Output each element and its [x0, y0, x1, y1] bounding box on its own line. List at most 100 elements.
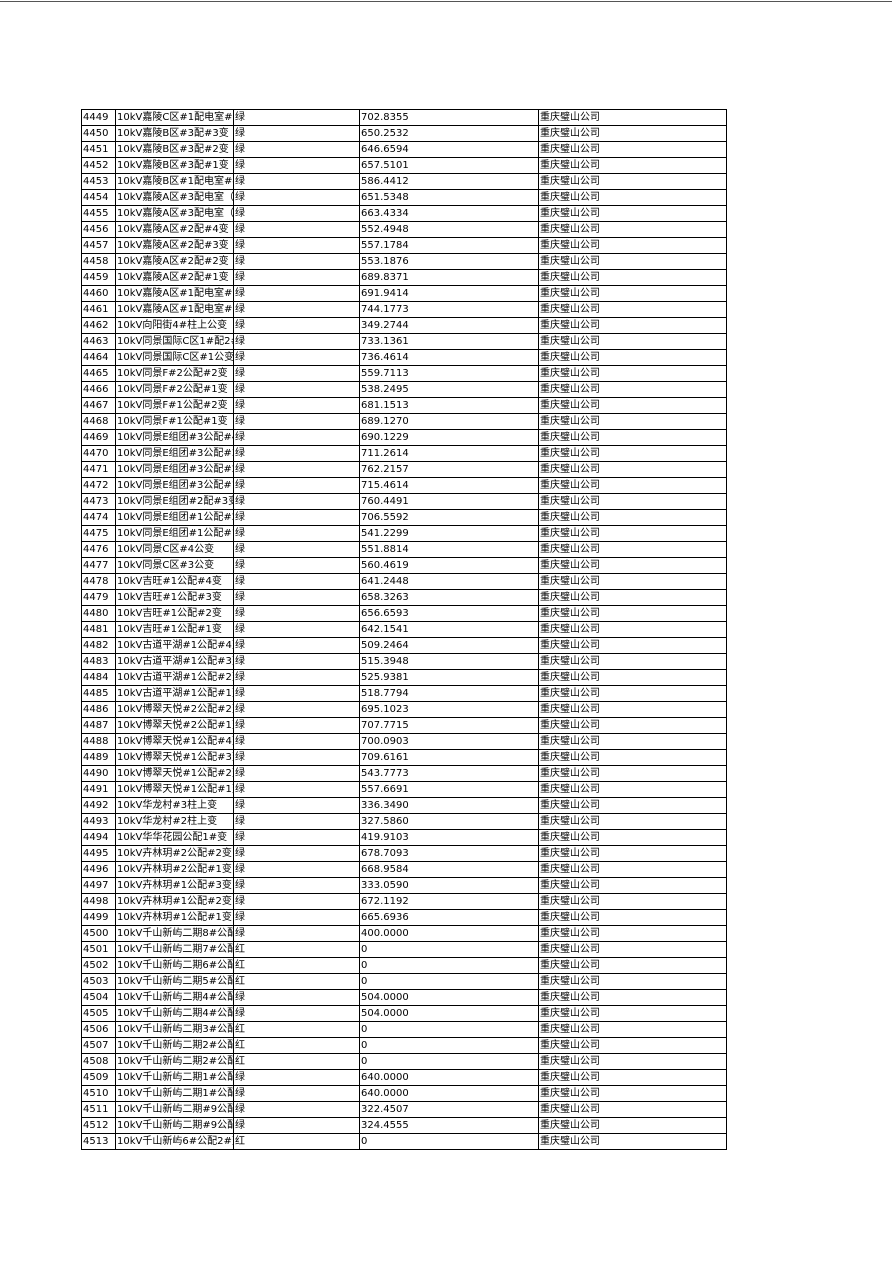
table-row: 4470 10kV同景E组团#3公配#3 绿 711.2614 重庆璧山公司	[81, 445, 727, 462]
value: 736.4614	[359, 349, 539, 366]
company: 重庆璧山公司	[538, 605, 727, 622]
row-id: 4478	[81, 573, 116, 590]
status: 绿	[233, 1085, 360, 1102]
station-name: 10kV嘉陵A区#3配电室（	[115, 205, 234, 222]
value: 538.2495	[359, 381, 539, 398]
station-name: 10kV嘉陵B区#1配电室#4	[115, 173, 234, 190]
row-id: 4477	[81, 557, 116, 574]
status: 绿	[233, 557, 360, 574]
value: 559.7113	[359, 365, 539, 382]
company: 重庆璧山公司	[538, 797, 727, 814]
company: 重庆璧山公司	[538, 461, 727, 478]
table-row: 4503 10kV千山新屿二期5#公配红 0 重庆璧山公司	[81, 973, 727, 990]
station-name: 10kV博翠天悦#1公配#3变	[115, 749, 234, 766]
company: 重庆璧山公司	[538, 509, 727, 526]
value: 327.5860	[359, 813, 539, 830]
station-name: 10kV同景国际C区1#配2#	[115, 333, 234, 350]
table-row: 4496 10kV卉林玥#2公配#1变绿 668.9584 重庆璧山公司	[81, 861, 727, 878]
company: 重庆璧山公司	[538, 749, 727, 766]
status: 绿	[233, 765, 360, 782]
company: 重庆璧山公司	[538, 653, 727, 670]
company: 重庆璧山公司	[538, 237, 727, 254]
company: 重庆璧山公司	[538, 957, 727, 974]
value: 715.4614	[359, 477, 539, 494]
station-name: 10kV同景F#2公配#2变	[115, 365, 234, 382]
status: 绿	[233, 445, 360, 462]
station-name: 10kV同景F#1公配#2变	[115, 397, 234, 414]
value: 658.3263	[359, 589, 539, 606]
value: 349.2744	[359, 317, 539, 334]
table-row: 4497 10kV卉林玥#1公配#3变绿 333.0590 重庆璧山公司	[81, 877, 727, 894]
status: 绿	[233, 733, 360, 750]
table-row: 4490 10kV博翠天悦#1公配#2变绿 543.7773 重庆璧山公司	[81, 765, 727, 782]
status: 绿	[233, 1069, 360, 1086]
status: 绿	[233, 205, 360, 222]
row-id: 4452	[81, 157, 116, 174]
company: 重庆璧山公司	[538, 1101, 727, 1118]
status: 绿	[233, 781, 360, 798]
table-row: 4467 10kV同景F#1公配#2变绿 681.1513 重庆璧山公司	[81, 397, 727, 414]
status: 绿	[233, 493, 360, 510]
station-name: 10kV古道平湖#1公配#4变	[115, 637, 234, 654]
company: 重庆璧山公司	[538, 845, 727, 862]
table-row: 4480 10kV吉旺#1公配#2变绿 656.6593 重庆璧山公司	[81, 605, 727, 622]
table-row: 4502 10kV千山新屿二期6#公配红 0 重庆璧山公司	[81, 957, 727, 974]
status: 绿	[233, 333, 360, 350]
station-name: 10kV千山新屿二期4#公配	[115, 989, 234, 1006]
row-id: 4508	[81, 1053, 116, 1070]
station-name: 10kV千山新屿二期#9公配	[115, 1117, 234, 1134]
company: 重庆璧山公司	[538, 141, 727, 158]
row-id: 4457	[81, 237, 116, 254]
table-row: 4458 10kV嘉陵A区#2配#2变绿 553.1876 重庆璧山公司	[81, 253, 727, 270]
table-row: 4483 10kV古道平湖#1公配#3变绿 515.3948 重庆璧山公司	[81, 653, 727, 670]
company: 重庆璧山公司	[538, 909, 727, 926]
value: 0	[359, 1133, 539, 1150]
status: 绿	[233, 589, 360, 606]
status: 绿	[233, 477, 360, 494]
row-id: 4475	[81, 525, 116, 542]
row-id: 4498	[81, 893, 116, 910]
station-name: 10kV古道平湖#1公配#3变	[115, 653, 234, 670]
company: 重庆璧山公司	[538, 557, 727, 574]
company: 重庆璧山公司	[538, 365, 727, 382]
status: 绿	[233, 221, 360, 238]
station-name: 10kV千山新屿二期4#公配	[115, 1005, 234, 1022]
company: 重庆璧山公司	[538, 1021, 727, 1038]
row-id: 4468	[81, 413, 116, 430]
table-row: 4512 10kV千山新屿二期#9公配绿 324.4555 重庆璧山公司	[81, 1117, 727, 1134]
table-row: 4492 10kV华龙村#3柱上变绿 336.3490 重庆璧山公司	[81, 797, 727, 814]
table-row: 4464 10kV同景国际C区#1公变绿 736.4614 重庆璧山公司	[81, 349, 727, 366]
value: 651.5348	[359, 189, 539, 206]
station-name: 10kV同景E组团#3公配#1	[115, 477, 234, 494]
status: 绿	[233, 573, 360, 590]
table-row: 4511 10kV千山新屿二期#9公配绿 322.4507 重庆璧山公司	[81, 1101, 727, 1118]
status: 绿	[233, 381, 360, 398]
row-id: 4459	[81, 269, 116, 286]
status: 红	[233, 1021, 360, 1038]
value: 733.1361	[359, 333, 539, 350]
table-row: 4450 10kV嘉陵B区#3配#3变绿 650.2532 重庆璧山公司	[81, 125, 727, 142]
value: 543.7773	[359, 765, 539, 782]
value: 640.0000	[359, 1069, 539, 1086]
table-row: 4501 10kV千山新屿二期7#公配红 0 重庆璧山公司	[81, 941, 727, 958]
row-id: 4463	[81, 333, 116, 350]
station-name: 10kV卉林玥#1公配#2变	[115, 893, 234, 910]
row-id: 4502	[81, 957, 116, 974]
station-name: 10kV嘉陵A区#2配#2变	[115, 253, 234, 270]
status: 绿	[233, 685, 360, 702]
row-id: 4481	[81, 621, 116, 638]
company: 重庆璧山公司	[538, 541, 727, 558]
status: 绿	[233, 797, 360, 814]
status: 绿	[233, 157, 360, 174]
station-name: 10kV博翠天悦#1公配#4变	[115, 733, 234, 750]
row-id: 4460	[81, 285, 116, 302]
station-name: 10kV吉旺#1公配#1变	[115, 621, 234, 638]
station-name: 10kV古道平湖#1公配#1变	[115, 685, 234, 702]
row-id: 4496	[81, 861, 116, 878]
company: 重庆璧山公司	[538, 941, 727, 958]
row-id: 4504	[81, 989, 116, 1006]
company: 重庆璧山公司	[538, 1037, 727, 1054]
station-name: 10kV同景E组团#1公配#1	[115, 525, 234, 542]
station-name: 10kV吉旺#1公配#4变	[115, 573, 234, 590]
station-name: 10kV千山新屿6#公配2#变	[115, 1133, 234, 1150]
